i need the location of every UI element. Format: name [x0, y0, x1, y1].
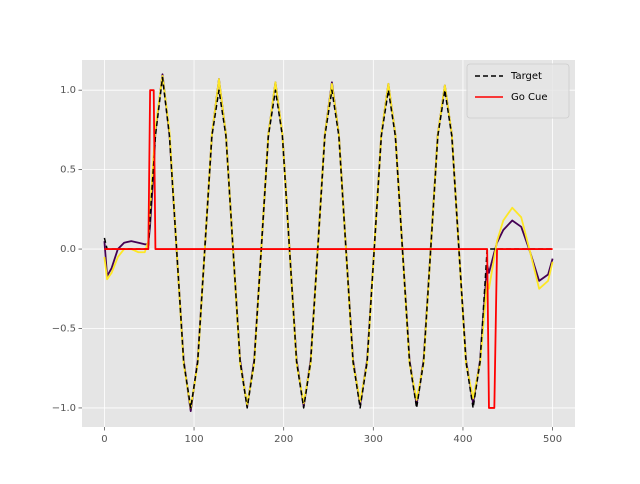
y-tick-label: −0.5	[52, 323, 76, 334]
legend-label: Go Cue	[511, 92, 548, 103]
y-tick-label: 0.0	[60, 244, 76, 255]
x-tick-label: 400	[453, 434, 472, 445]
legend-box	[466, 63, 570, 119]
x-tick-label: 0	[101, 434, 107, 445]
y-tick-label: 1.0	[60, 85, 76, 96]
x-tick-label: 300	[364, 434, 383, 445]
x-tick-label: 200	[274, 434, 293, 445]
y-tick-label: −1.0	[52, 403, 76, 414]
legend-label: Target	[510, 71, 542, 82]
plot-area	[82, 60, 575, 427]
series-line	[104, 89, 553, 409]
x-tick-label: 500	[543, 434, 562, 445]
x-tick-label: 100	[184, 434, 203, 445]
y-tick-label: 0.5	[60, 165, 76, 176]
